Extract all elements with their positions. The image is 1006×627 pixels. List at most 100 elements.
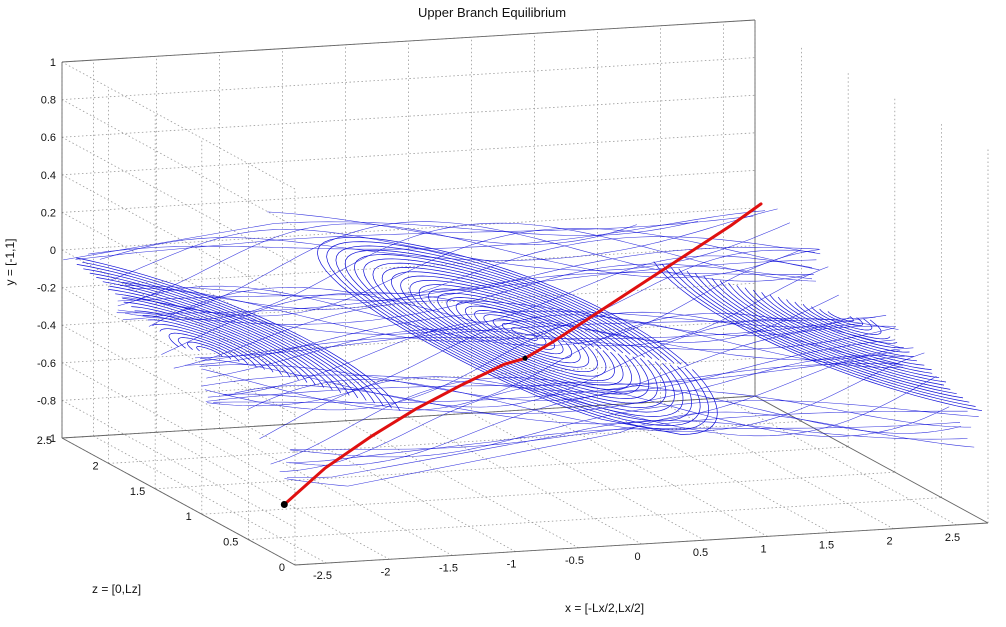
grid-line (471, 412, 705, 541)
streamline (194, 316, 876, 359)
streamline (289, 422, 961, 464)
streamline (719, 280, 940, 379)
streamline (147, 319, 274, 373)
x-tick-label: -1 (507, 559, 517, 571)
streamline (117, 263, 813, 325)
streamline (202, 315, 887, 362)
streamline (284, 411, 975, 487)
streamline (159, 328, 257, 368)
streamline (286, 420, 968, 478)
y-axis-label: y = [-1,1] (3, 238, 17, 285)
streamline (199, 325, 897, 401)
streamline (185, 310, 864, 366)
z-tick-label: 2.5 (37, 435, 52, 447)
axis-frame-edge (61, 19, 756, 63)
streamline (400, 275, 641, 395)
axis-frame-edge (61, 437, 296, 566)
streamline (290, 410, 968, 450)
streamline (148, 266, 829, 347)
grid-line (282, 424, 516, 552)
streamline (446, 297, 598, 373)
streamline (76, 264, 384, 406)
streamline (653, 261, 983, 412)
x-tick-label: -2.5 (313, 570, 332, 582)
streamline (234, 347, 914, 425)
x-axis-label: x = [-Lx/2,Lx/2] (565, 601, 644, 615)
streamline (117, 223, 802, 307)
grid-line (93, 435, 327, 564)
streamline (122, 236, 821, 310)
streamline (89, 272, 367, 401)
y-tick-label: -1 (46, 433, 56, 445)
grid-layer (61, 19, 989, 566)
streamline (827, 311, 854, 322)
streamline (695, 273, 951, 390)
streamline-surface (63, 208, 983, 487)
grid-line (61, 61, 296, 190)
streamline (142, 315, 282, 375)
streamline (317, 236, 718, 435)
streamline (122, 297, 316, 386)
grid-line (61, 99, 296, 227)
equilibrium-curve (280, 202, 763, 508)
streamline (200, 317, 899, 408)
z-tick-label: 0 (279, 562, 285, 574)
streamline (116, 272, 814, 314)
streamline (326, 241, 710, 431)
grid-line (534, 409, 768, 537)
streamline (201, 339, 895, 393)
streamline (168, 332, 249, 365)
z-axis-label: z = [0,Lz] (92, 582, 141, 596)
grid-line (660, 401, 894, 530)
x-tick-label: -2 (381, 566, 391, 578)
y-tick-label: 1 (50, 57, 56, 69)
z-tick-label: 1.5 (130, 486, 145, 498)
chart-title: Upper Branch Equilibrium (418, 5, 566, 20)
curve-center-point (522, 355, 528, 361)
streamline (259, 376, 937, 439)
streamline (270, 377, 950, 465)
grid-line (155, 446, 849, 490)
streamline (213, 363, 899, 403)
grid-line (156, 431, 390, 560)
y-tick-label: -0.4 (37, 320, 56, 332)
streamline (753, 289, 917, 362)
x-tick-label: 2.5 (945, 532, 960, 544)
streamline (206, 327, 895, 379)
x-tick-label: 0 (634, 551, 640, 563)
streamline (678, 268, 964, 399)
streamline (492, 318, 555, 350)
axis-frame-edge (294, 522, 989, 566)
streamline (247, 352, 925, 432)
grid-line (61, 174, 296, 303)
streamline (63, 220, 699, 261)
tick-layer: -2.5 -2 -1.5 -1 -0.5 0 0.5 1 1.5 2 2.5-1-0.8-0.6-0… (37, 57, 960, 582)
streamline (335, 245, 701, 426)
grid-line (61, 324, 296, 453)
streamline (207, 314, 903, 407)
streamline (123, 301, 308, 383)
grid-line (61, 136, 296, 265)
y-tick-label: -0.8 (37, 395, 56, 407)
streamline (205, 356, 896, 402)
y-tick-label: -0.6 (37, 358, 56, 370)
streamline (202, 313, 902, 411)
x-tick-label: 2 (886, 536, 892, 548)
streamline (83, 268, 375, 404)
x-tick-label: 1.5 (819, 540, 834, 552)
x-tick-label: -1.5 (439, 563, 458, 575)
streamline (802, 304, 882, 335)
z-tick-label: 2 (92, 460, 98, 472)
y-tick-label: 0 (50, 245, 56, 257)
streamline (177, 337, 240, 363)
streamline (761, 292, 914, 357)
x-tick-label: 1 (760, 543, 766, 555)
grid-line (61, 400, 296, 528)
streamline (131, 306, 299, 381)
streamline (99, 208, 778, 261)
streamline (409, 279, 633, 391)
streamline (134, 310, 291, 378)
z-tick-label: 0.5 (223, 537, 238, 549)
grid-line (408, 416, 642, 545)
streamline (187, 341, 232, 360)
